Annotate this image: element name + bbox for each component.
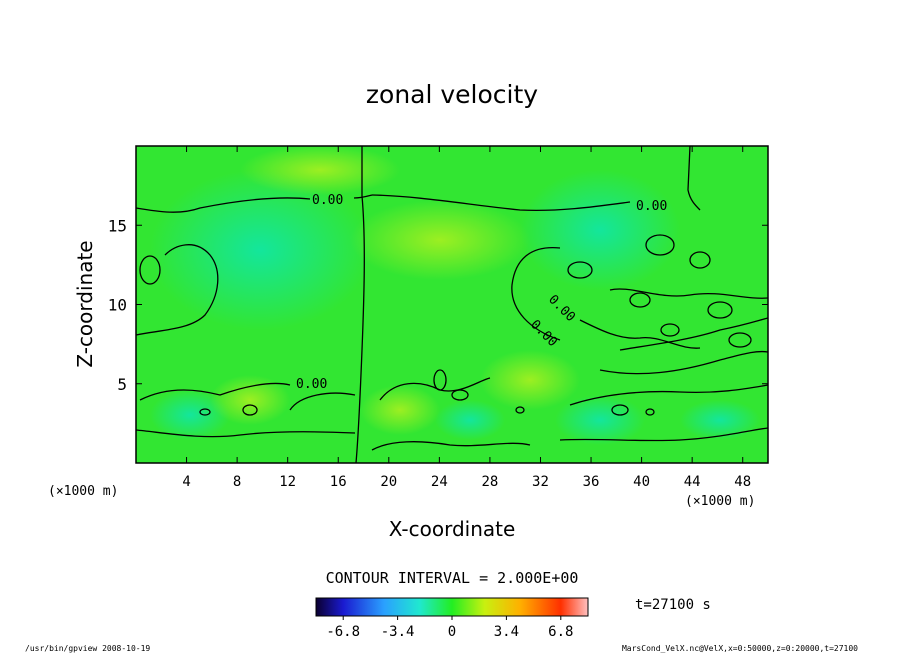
y-axis-label: Z-coordinate	[73, 240, 97, 367]
time-label: t=27100 s	[635, 597, 711, 613]
contour-label: 0.00	[636, 199, 667, 214]
contour-line	[660, 323, 680, 337]
x-tick-label: 12	[279, 474, 296, 490]
x-axis-unit-right: (×1000 m)	[685, 494, 755, 509]
contour-line	[289, 392, 356, 411]
field-region	[150, 170, 370, 330]
contour-line	[139, 255, 161, 285]
field-region	[480, 350, 580, 410]
y-tick-label: 5	[117, 375, 127, 394]
x-tick-label: 20	[380, 474, 397, 490]
colorbar-ticks: -6.8 -3.4 0 3.4 6.8	[326, 616, 573, 640]
contour-line	[689, 251, 711, 269]
contour-line	[579, 319, 701, 349]
contour-line	[687, 146, 701, 211]
contour-line	[242, 404, 258, 416]
contour-line	[433, 369, 447, 391]
x-axis-unit-left: (×1000 m)	[48, 484, 118, 499]
colorbar-tick-label: 3.4	[494, 624, 519, 640]
x-axis-label: X-coordinate	[389, 517, 516, 541]
field-region	[210, 375, 290, 425]
x-tick-label: 40	[633, 474, 650, 490]
y-tick-label: 15	[108, 216, 127, 235]
colorbar-tick-label: -6.8	[326, 624, 360, 640]
y-axis-ticks: 5 10 15	[108, 216, 768, 394]
contour-line	[609, 288, 768, 299]
contour-line	[371, 194, 631, 212]
contour-line	[199, 408, 211, 416]
contour-line	[567, 261, 593, 279]
contour-label: 0.00	[312, 193, 343, 208]
contour-interval: CONTOUR INTERVAL = 2.000E+00	[326, 569, 579, 587]
x-tick-label: 4	[182, 474, 190, 490]
x-tick-label: 28	[481, 474, 498, 490]
contour-line	[629, 292, 651, 308]
contour-line	[136, 197, 311, 213]
y-tick-label: 10	[108, 296, 127, 315]
colorbar-tick-label: 6.8	[548, 624, 573, 640]
contour-line	[707, 301, 733, 319]
field-region	[350, 200, 530, 280]
x-tick-label: 24	[431, 474, 448, 490]
contour-line	[611, 404, 629, 416]
contour-line	[139, 382, 291, 401]
x-tick-label: 48	[734, 474, 751, 490]
contour-line	[355, 146, 365, 463]
field-region	[435, 400, 505, 440]
field-region	[520, 170, 680, 290]
contour-line	[645, 408, 655, 416]
field-region	[680, 400, 760, 440]
contour-line	[511, 247, 561, 341]
contour-line	[728, 332, 752, 348]
contour-label: 0.00	[296, 377, 327, 392]
x-tick-label: 8	[233, 474, 241, 490]
chart-title: zonal velocity	[366, 80, 538, 109]
plot-area	[136, 146, 768, 463]
contour-line	[569, 384, 768, 406]
contour-line	[619, 317, 768, 351]
field-region	[240, 146, 400, 195]
field-region	[360, 385, 440, 435]
contour-lines	[136, 146, 768, 463]
field-region	[555, 395, 645, 445]
x-axis-ticks: 4 8 12 16 20 24 28 32 36 40 44 48	[182, 146, 751, 490]
contour-line	[353, 194, 373, 199]
contour-line	[645, 234, 675, 256]
contour-line	[451, 389, 469, 401]
field-region	[150, 390, 230, 440]
contour-line	[371, 441, 531, 451]
colorbar	[315, 597, 589, 617]
colorbar-tick-label: 0	[448, 624, 456, 640]
x-tick-label: 36	[583, 474, 600, 490]
contour-line	[136, 429, 356, 438]
colorbar-tick-label: -3.4	[381, 624, 415, 640]
x-tick-label: 44	[684, 474, 701, 490]
x-tick-label: 16	[330, 474, 347, 490]
contour-line	[515, 406, 525, 414]
footer-right: MarsCond_VelX.nc@VelX,x=0:50000,z=0:2000…	[622, 644, 858, 653]
contour-line	[599, 350, 768, 375]
contour-line	[559, 427, 768, 442]
contour-line	[136, 244, 219, 336]
x-tick-label: 32	[532, 474, 549, 490]
footer-left: /usr/bin/gpview 2008-10-19	[25, 644, 150, 653]
